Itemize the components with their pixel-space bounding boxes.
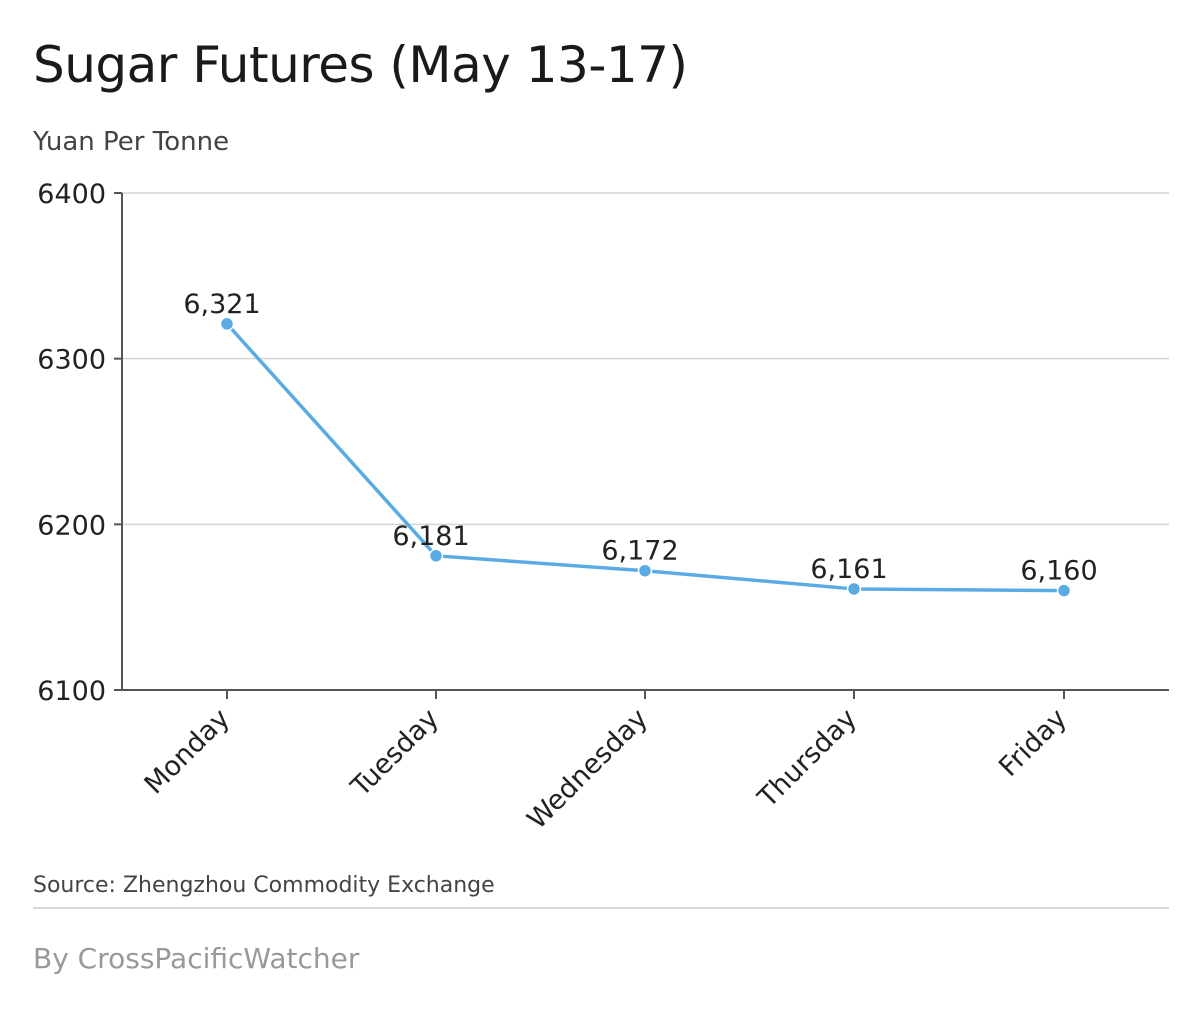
data-label-thursday: 6,161 <box>810 554 887 585</box>
data-label-wednesday: 6,172 <box>601 536 678 567</box>
series-price <box>219 316 1072 598</box>
data-point-wednesday <box>637 563 653 578</box>
chart-title: Sugar Futures (May 13-17) <box>33 36 688 94</box>
line-chart: 6100 6200 6300 6400 Monday Tuesday Wednesday Th… <box>37 179 1169 835</box>
data-labels: 6,321 6,181 6,172 6,161 6,160 <box>183 289 1097 587</box>
x-tick-label-friday: Friday <box>993 703 1073 783</box>
data-label-friday: 6,160 <box>1020 556 1097 587</box>
data-point-thursday <box>846 581 862 597</box>
x-tick-label-thursday: Thursday <box>752 703 863 814</box>
footer-divider <box>33 907 1169 909</box>
chart-subtitle: Yuan Per Tonne <box>33 127 230 157</box>
data-label-monday: 6,321 <box>183 289 260 320</box>
byline: By CrossPacificWatcher <box>33 942 360 975</box>
y-tick-label: 6100 <box>37 676 106 707</box>
y-tick-label: 6400 <box>37 179 106 210</box>
axes: 6100 6200 6300 6400 Monday Tuesday Wednesday Th… <box>37 179 1169 835</box>
gridlines <box>122 192 1169 526</box>
x-tick-label-tuesday: Tuesday <box>345 703 445 803</box>
data-label-tuesday: 6,181 <box>392 521 469 552</box>
data-point-monday <box>219 316 235 332</box>
source-note: Source: Zhengzhou Commodity Exchange <box>33 873 495 898</box>
data-point-friday <box>1056 583 1072 598</box>
x-tick-label-monday: Monday <box>139 703 236 800</box>
data-point-tuesday <box>428 548 444 564</box>
y-tick-label: 6200 <box>37 510 106 541</box>
y-tick-label: 6300 <box>37 345 106 376</box>
x-tick-label-wednesday: Wednesday <box>521 703 653 835</box>
